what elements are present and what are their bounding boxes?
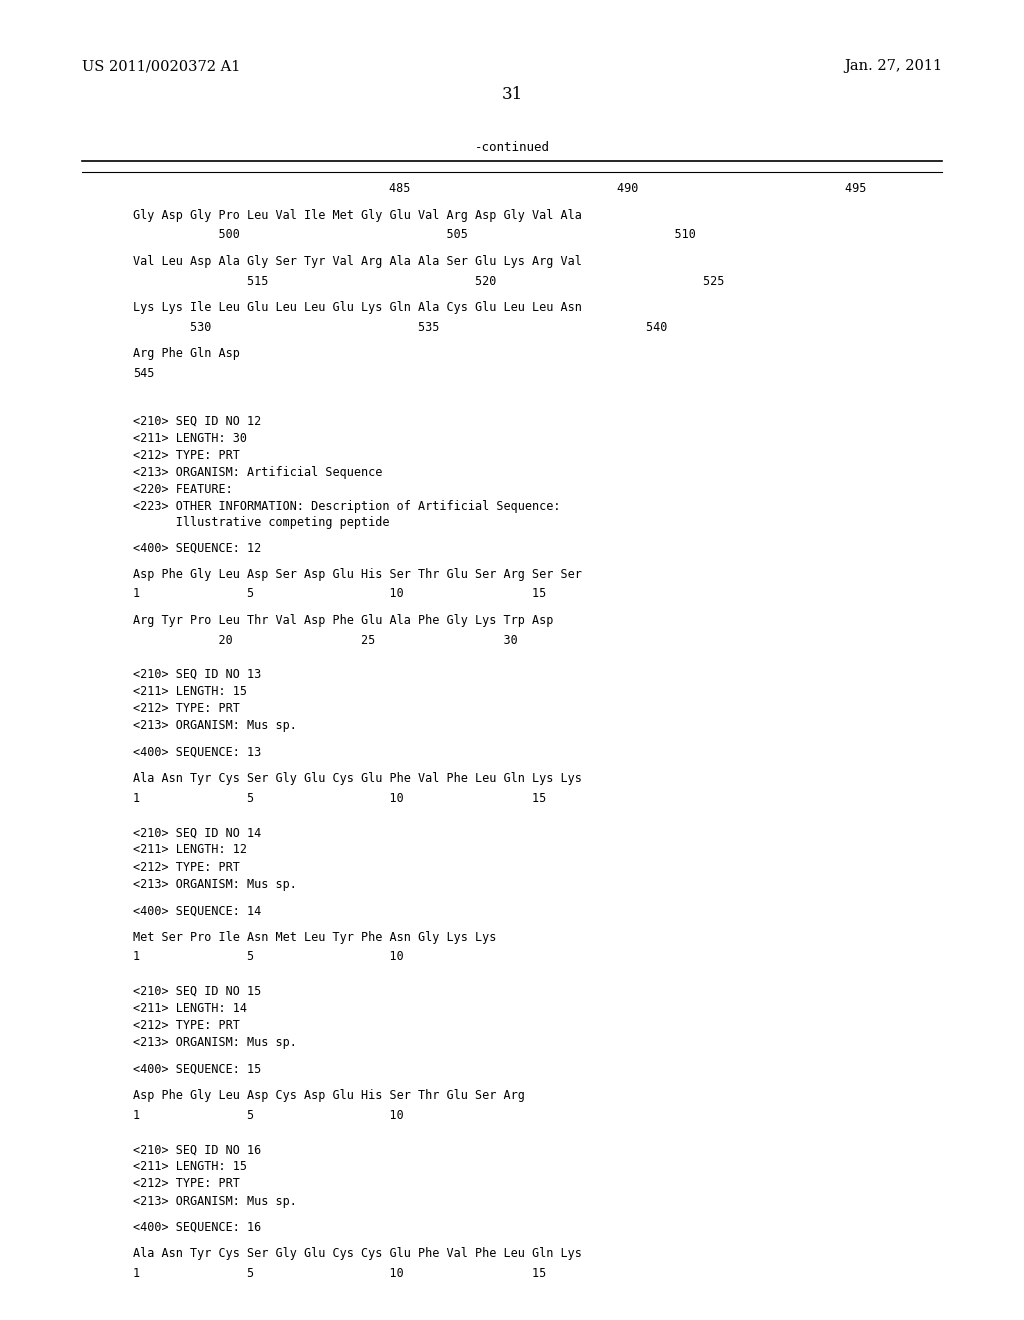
Text: <220> FEATURE:: <220> FEATURE: xyxy=(133,483,232,496)
Text: <211> LENGTH: 15: <211> LENGTH: 15 xyxy=(133,685,247,698)
Text: <223> OTHER INFORMATION: Description of Artificial Sequence:: <223> OTHER INFORMATION: Description of … xyxy=(133,500,560,513)
Text: <400> SEQUENCE: 13: <400> SEQUENCE: 13 xyxy=(133,746,261,759)
Text: -continued: -continued xyxy=(474,141,550,154)
Text: <211> LENGTH: 14: <211> LENGTH: 14 xyxy=(133,1002,247,1015)
Text: <212> TYPE: PRT: <212> TYPE: PRT xyxy=(133,1019,240,1032)
Text: Gly Asp Gly Pro Leu Val Ile Met Gly Glu Val Arg Asp Gly Val Ala: Gly Asp Gly Pro Leu Val Ile Met Gly Glu … xyxy=(133,209,582,222)
Text: <210> SEQ ID NO 15: <210> SEQ ID NO 15 xyxy=(133,985,261,998)
Text: Asp Phe Gly Leu Asp Cys Asp Glu His Ser Thr Glu Ser Arg: Asp Phe Gly Leu Asp Cys Asp Glu His Ser … xyxy=(133,1089,525,1102)
Text: 545: 545 xyxy=(133,367,155,380)
Text: Arg Phe Gln Asp: Arg Phe Gln Asp xyxy=(133,347,240,360)
Text: <213> ORGANISM: Mus sp.: <213> ORGANISM: Mus sp. xyxy=(133,878,297,891)
Text: <211> LENGTH: 12: <211> LENGTH: 12 xyxy=(133,843,247,857)
Text: <213> ORGANISM: Mus sp.: <213> ORGANISM: Mus sp. xyxy=(133,1195,297,1208)
Text: 515                             520                             525: 515 520 525 xyxy=(133,275,725,288)
Text: 500                             505                             510: 500 505 510 xyxy=(133,228,696,242)
Text: <400> SEQUENCE: 15: <400> SEQUENCE: 15 xyxy=(133,1063,261,1076)
Text: <400> SEQUENCE: 16: <400> SEQUENCE: 16 xyxy=(133,1221,261,1234)
Text: Arg Tyr Pro Leu Thr Val Asp Phe Glu Ala Phe Gly Lys Trp Asp: Arg Tyr Pro Leu Thr Val Asp Phe Glu Ala … xyxy=(133,614,554,627)
Text: US 2011/0020372 A1: US 2011/0020372 A1 xyxy=(82,59,241,74)
Text: <400> SEQUENCE: 14: <400> SEQUENCE: 14 xyxy=(133,904,261,917)
Text: Lys Lys Ile Leu Glu Leu Leu Glu Lys Gln Ala Cys Glu Leu Leu Asn: Lys Lys Ile Leu Glu Leu Leu Glu Lys Gln … xyxy=(133,301,582,314)
Text: Asp Phe Gly Leu Asp Ser Asp Glu His Ser Thr Glu Ser Arg Ser Ser: Asp Phe Gly Leu Asp Ser Asp Glu His Ser … xyxy=(133,568,582,581)
Text: <400> SEQUENCE: 12: <400> SEQUENCE: 12 xyxy=(133,541,261,554)
Text: 1               5                   10                  15: 1 5 10 15 xyxy=(133,792,547,805)
Text: <211> LENGTH: 30: <211> LENGTH: 30 xyxy=(133,432,247,445)
Text: Ala Asn Tyr Cys Ser Gly Glu Cys Cys Glu Phe Val Phe Leu Gln Lys: Ala Asn Tyr Cys Ser Gly Glu Cys Cys Glu … xyxy=(133,1247,582,1261)
Text: 1               5                   10: 1 5 10 xyxy=(133,950,403,964)
Text: Illustrative competing peptide: Illustrative competing peptide xyxy=(133,516,389,529)
Text: <212> TYPE: PRT: <212> TYPE: PRT xyxy=(133,1177,240,1191)
Text: <213> ORGANISM: Mus sp.: <213> ORGANISM: Mus sp. xyxy=(133,719,297,733)
Text: <210> SEQ ID NO 16: <210> SEQ ID NO 16 xyxy=(133,1143,261,1156)
Text: Val Leu Asp Ala Gly Ser Tyr Val Arg Ala Ala Ser Glu Lys Arg Val: Val Leu Asp Ala Gly Ser Tyr Val Arg Ala … xyxy=(133,255,582,268)
Text: 31: 31 xyxy=(502,86,522,103)
Text: <210> SEQ ID NO 12: <210> SEQ ID NO 12 xyxy=(133,414,261,428)
Text: <210> SEQ ID NO 13: <210> SEQ ID NO 13 xyxy=(133,668,261,681)
Text: 1               5                   10                  15: 1 5 10 15 xyxy=(133,587,547,601)
Text: 1               5                   10: 1 5 10 xyxy=(133,1109,403,1122)
Text: 1               5                   10                  15: 1 5 10 15 xyxy=(133,1267,547,1280)
Text: 20                  25                  30: 20 25 30 xyxy=(133,634,518,647)
Text: <213> ORGANISM: Mus sp.: <213> ORGANISM: Mus sp. xyxy=(133,1036,297,1049)
Text: <211> LENGTH: 15: <211> LENGTH: 15 xyxy=(133,1160,247,1173)
Text: Jan. 27, 2011: Jan. 27, 2011 xyxy=(844,59,942,74)
Text: <212> TYPE: PRT: <212> TYPE: PRT xyxy=(133,861,240,874)
Text: <213> ORGANISM: Artificial Sequence: <213> ORGANISM: Artificial Sequence xyxy=(133,466,383,479)
Text: 485                             490                             495: 485 490 495 xyxy=(389,182,866,195)
Text: Met Ser Pro Ile Asn Met Leu Tyr Phe Asn Gly Lys Lys: Met Ser Pro Ile Asn Met Leu Tyr Phe Asn … xyxy=(133,931,497,944)
Text: <210> SEQ ID NO 14: <210> SEQ ID NO 14 xyxy=(133,826,261,840)
Text: <212> TYPE: PRT: <212> TYPE: PRT xyxy=(133,449,240,462)
Text: <212> TYPE: PRT: <212> TYPE: PRT xyxy=(133,702,240,715)
Text: Ala Asn Tyr Cys Ser Gly Glu Cys Glu Phe Val Phe Leu Gln Lys Lys: Ala Asn Tyr Cys Ser Gly Glu Cys Glu Phe … xyxy=(133,772,582,785)
Text: 530                             535                             540: 530 535 540 xyxy=(133,321,668,334)
